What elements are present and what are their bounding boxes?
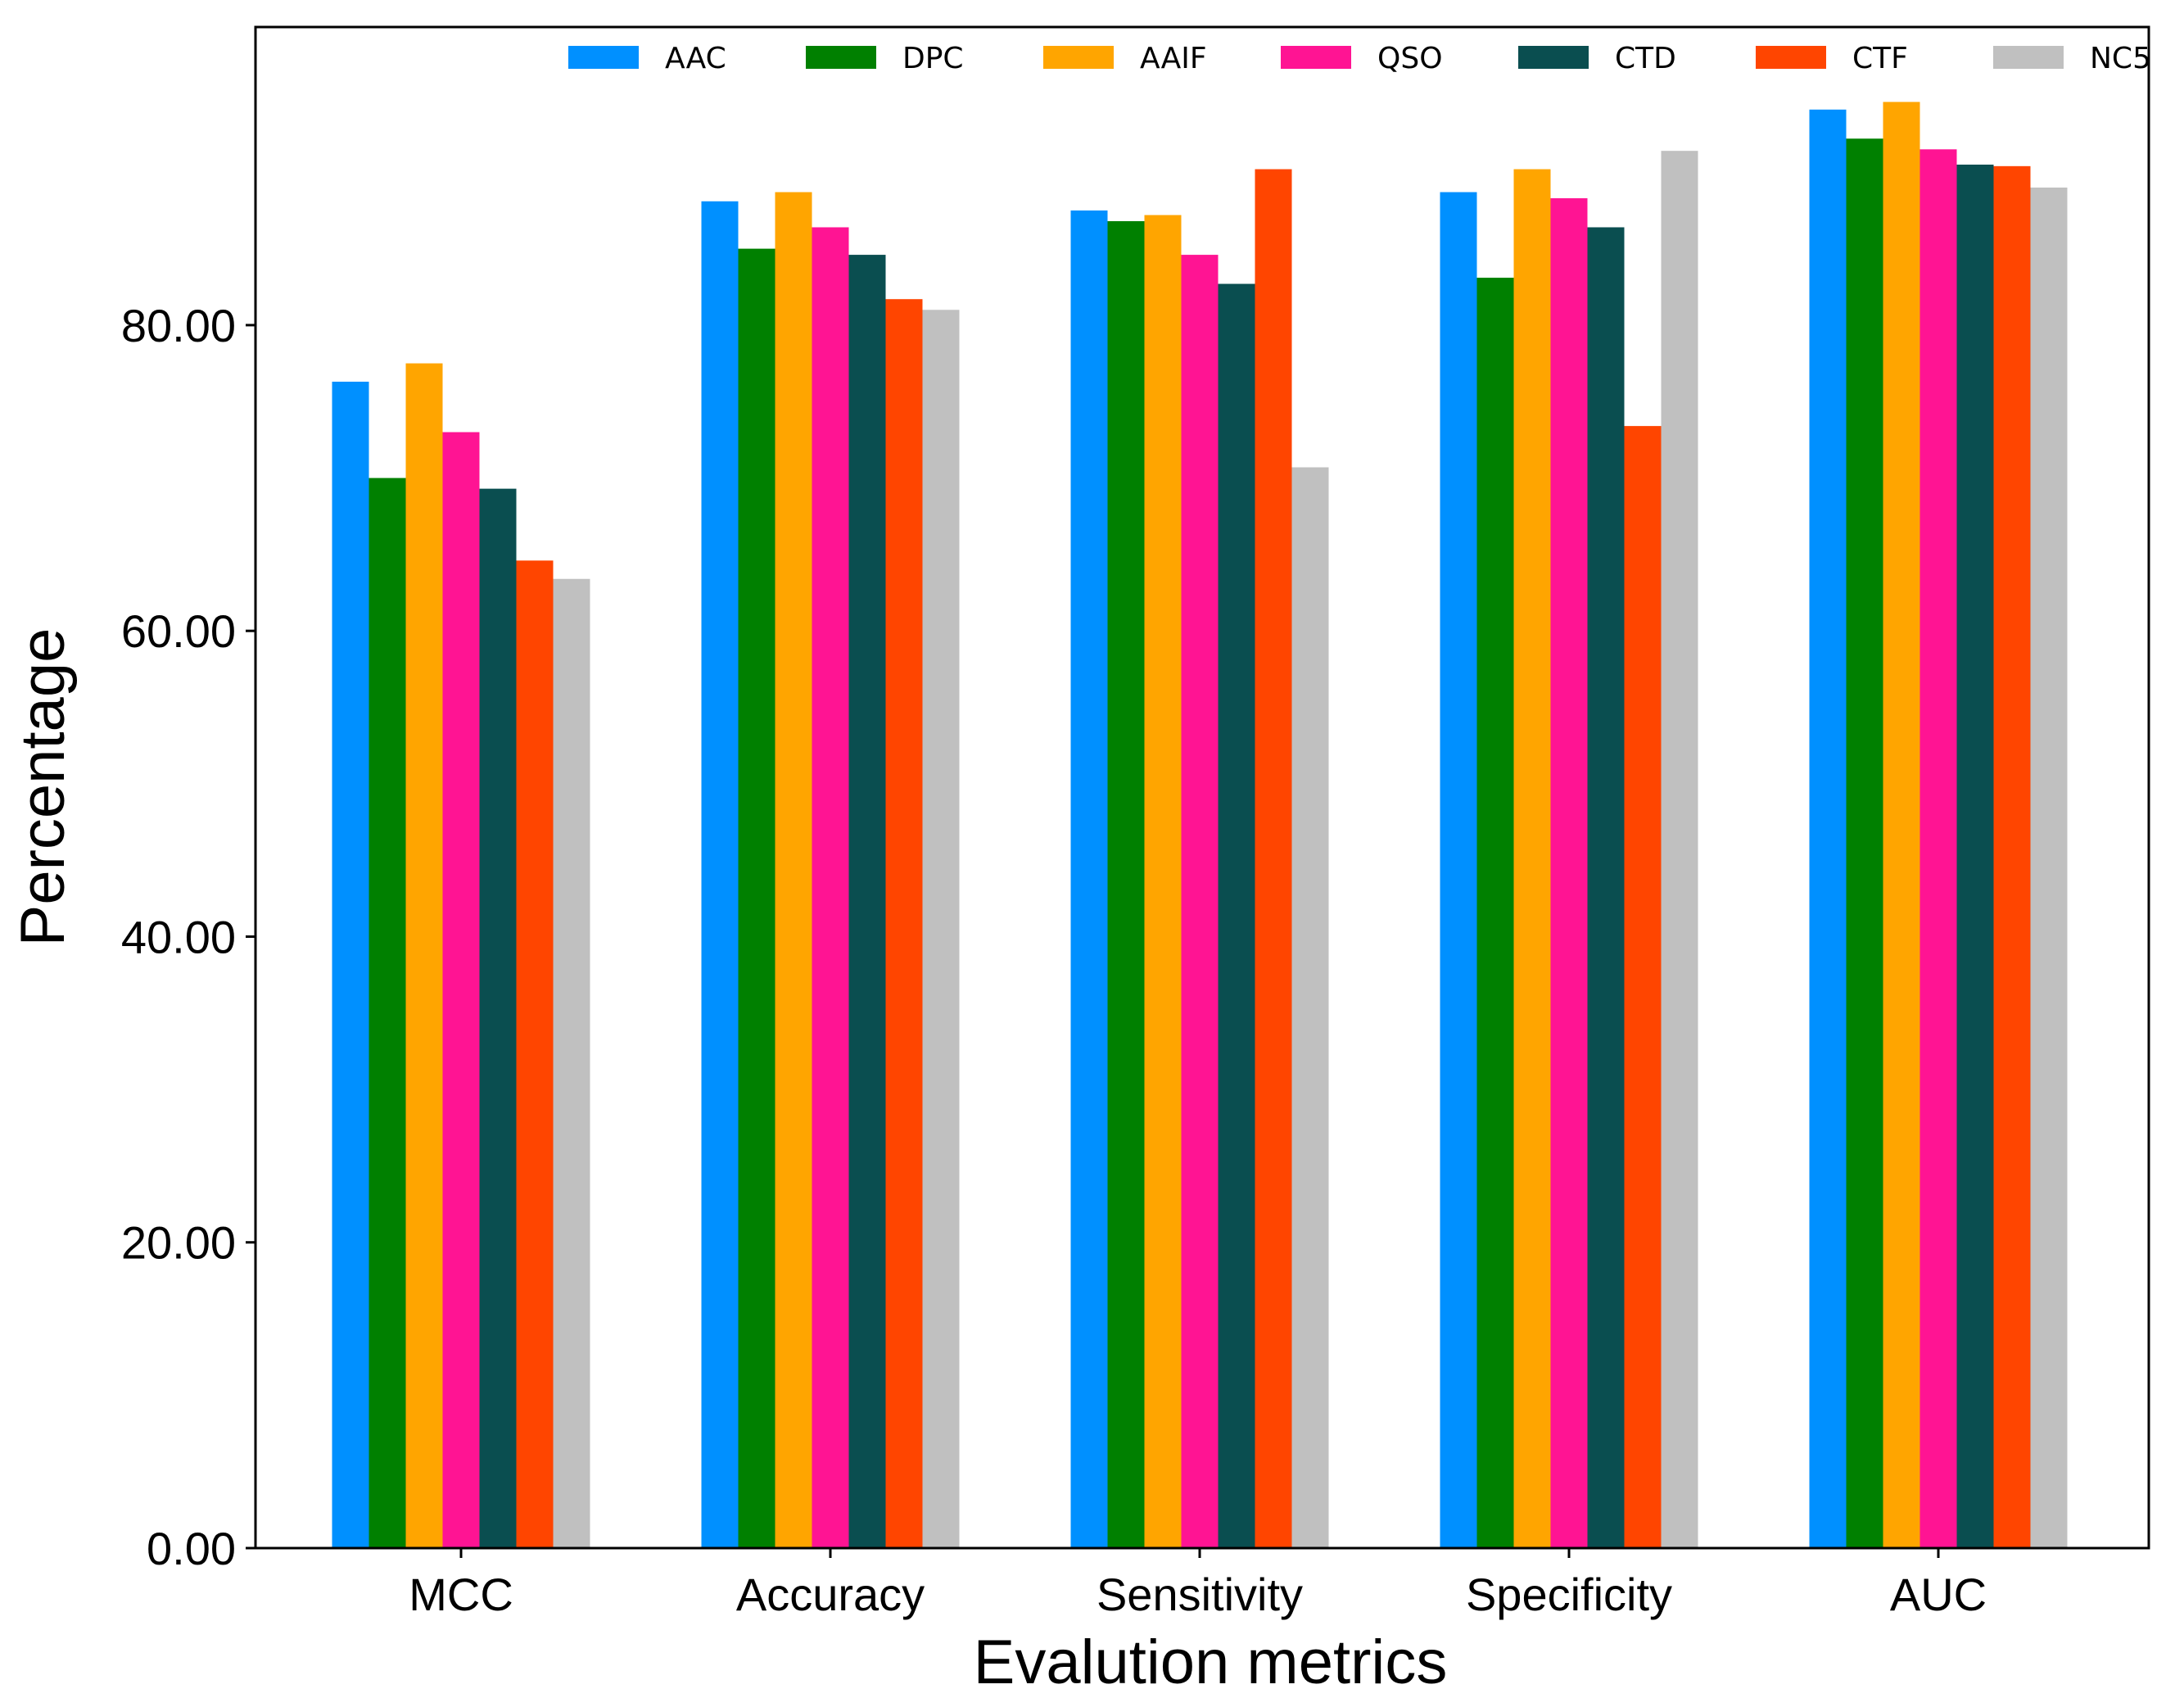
legend: AAC DPC AAIF QSO CTD CTF NC5 xyxy=(568,42,2151,75)
bar-ctf-sensitivity xyxy=(1255,169,1292,1548)
legend-swatch-nc5 xyxy=(1993,46,2064,69)
y-axis-title: Percentage xyxy=(8,628,78,947)
y-tick-label: 40.00 xyxy=(121,911,236,962)
legend-swatch-aac xyxy=(568,46,639,69)
x-axis-title: Evalution metrics xyxy=(974,1628,1448,1697)
bar-qso-auc xyxy=(1919,149,1957,1549)
x-tick-label: MCC xyxy=(409,1569,513,1620)
x-tick-label: Sensitivity xyxy=(1097,1569,1303,1620)
bar-aaif-auc xyxy=(1883,102,1920,1549)
bar-qso-sensitivity xyxy=(1181,255,1219,1549)
legend-swatch-ctf xyxy=(1756,46,1826,69)
y-tick-label: 0.00 xyxy=(147,1523,236,1574)
legend-swatch-aaif xyxy=(1043,46,1114,69)
bar-dpc-specificity xyxy=(1476,278,1514,1549)
bar-qso-specificity xyxy=(1550,198,1588,1548)
bar-ctd-mcc xyxy=(479,488,517,1549)
x-tick-label: Specificity xyxy=(1466,1569,1672,1620)
legend-label-ctd: CTD xyxy=(1615,42,1676,75)
bar-qso-accuracy xyxy=(812,227,849,1548)
bar-ctf-mcc xyxy=(516,560,554,1548)
legend-swatch-ctd xyxy=(1518,46,1589,69)
y-tick-label: 60.00 xyxy=(121,605,236,657)
y-tick-label: 20.00 xyxy=(121,1217,236,1269)
bar-ctf-accuracy xyxy=(885,299,923,1548)
bar-dpc-accuracy xyxy=(738,248,775,1548)
bar-ctf-specificity xyxy=(1624,426,1662,1548)
y-axis: 0.00 20.00 40.00 60.00 80.00 xyxy=(121,300,255,1574)
bar-aac-specificity xyxy=(1440,192,1477,1548)
bar-nc5-auc xyxy=(2030,187,2068,1548)
legend-swatch-qso xyxy=(1281,46,1351,69)
legend-label-ctf: CTF xyxy=(1852,42,1908,75)
bar-aac-mcc xyxy=(332,381,369,1548)
bar-aaif-sensitivity xyxy=(1144,215,1182,1548)
plot-frame xyxy=(254,25,2150,1550)
bar-ctd-auc xyxy=(1956,164,1994,1548)
bar-qso-mcc xyxy=(442,432,480,1548)
legend-swatch-dpc xyxy=(806,46,876,69)
legend-label-qso: QSO xyxy=(1377,42,1443,75)
bar-dpc-auc xyxy=(1846,138,1883,1549)
bar-aac-accuracy xyxy=(701,201,739,1548)
bar-ctd-specificity xyxy=(1587,227,1625,1548)
bar-aaif-specificity xyxy=(1513,169,1551,1548)
y-tick-label: 80.00 xyxy=(121,300,236,351)
bar-nc5-sensitivity xyxy=(1291,467,1329,1548)
legend-label-dpc: DPC xyxy=(902,42,964,75)
bar-aac-sensitivity xyxy=(1070,210,1108,1548)
bars-layer xyxy=(332,102,2068,1549)
bar-ctf-auc xyxy=(1993,165,2031,1548)
bar-nc5-specificity xyxy=(1661,151,1698,1549)
legend-label-nc5: NC5 xyxy=(2090,42,2151,75)
bar-aac-auc xyxy=(1809,109,1847,1549)
x-axis: MCC Accuracy Sensitivity Specificity AUC xyxy=(409,1548,1987,1620)
bar-dpc-mcc xyxy=(369,478,406,1548)
x-tick-label: AUC xyxy=(1890,1569,1987,1620)
bar-nc5-mcc xyxy=(553,578,590,1548)
bar-nc5-accuracy xyxy=(922,310,960,1548)
bar-aaif-mcc xyxy=(405,363,443,1548)
legend-label-aaif: AAIF xyxy=(1140,42,1207,75)
x-tick-label: Accuracy xyxy=(736,1569,925,1620)
bar-ctd-sensitivity xyxy=(1218,283,1255,1549)
bar-ctd-accuracy xyxy=(848,255,886,1549)
bar-dpc-sensitivity xyxy=(1107,221,1145,1548)
legend-label-aac: AAC xyxy=(665,42,726,75)
bar-aaif-accuracy xyxy=(775,192,812,1548)
